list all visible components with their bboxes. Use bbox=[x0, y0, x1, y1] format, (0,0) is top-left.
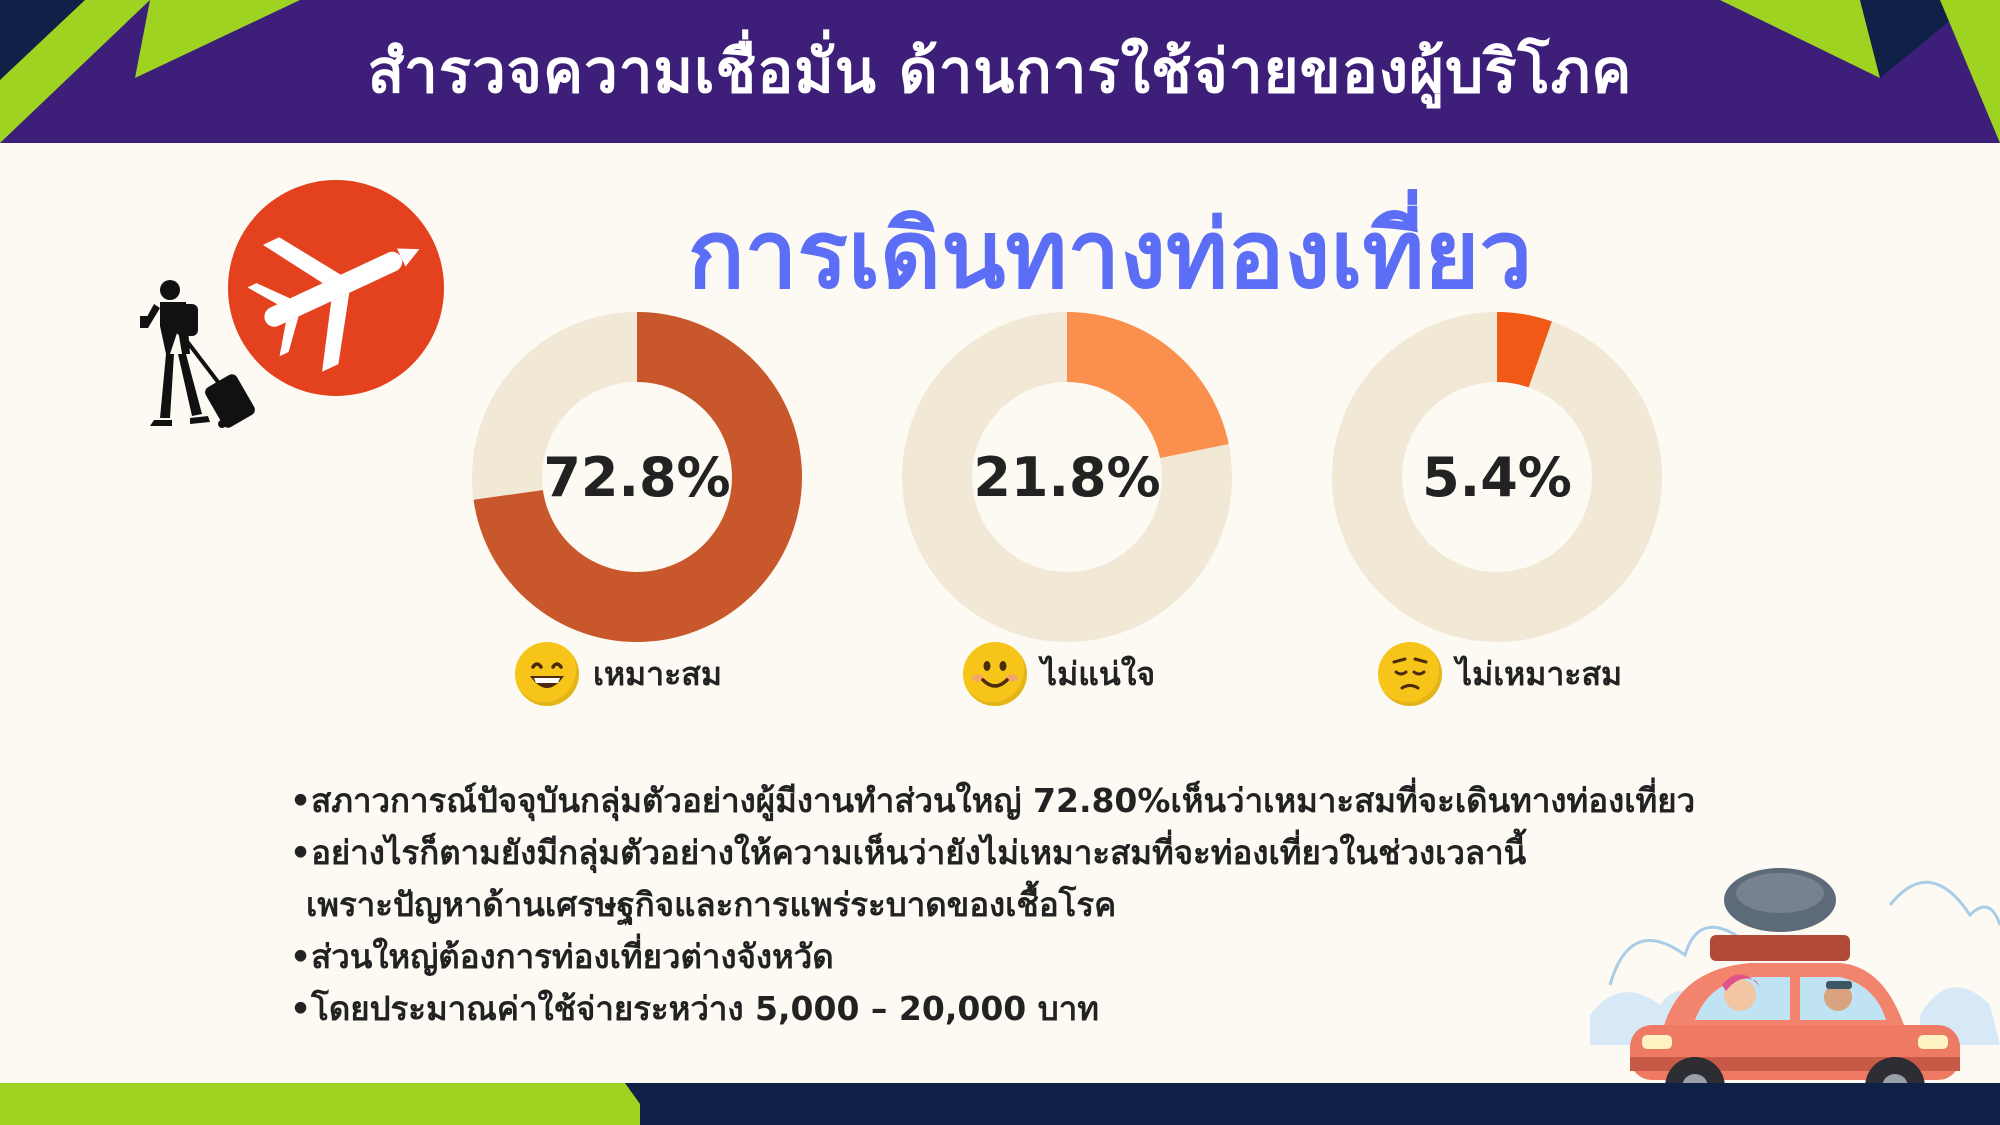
donut-value-label: 5.4% bbox=[1422, 445, 1572, 509]
legend-label: เหมาะสม bbox=[593, 654, 722, 693]
donut-slice-1 bbox=[1065, 312, 1229, 460]
donut-chart: 72.8% bbox=[472, 312, 802, 642]
donut-slice-0 bbox=[473, 312, 802, 642]
header-decor bbox=[0, 0, 2000, 143]
page-title: สำรวจความเชื่อมั่น ด้านการใช้จ่ายของผู้บ… bbox=[367, 37, 1633, 107]
donut-svg-suitable bbox=[472, 312, 802, 642]
donut-chart: 5.4% bbox=[1332, 312, 1662, 642]
smiling-face-icon bbox=[963, 642, 1027, 706]
donut-value-label: 21.8% bbox=[973, 445, 1161, 509]
car-illustration bbox=[1590, 868, 2000, 1117]
airplane-badge bbox=[228, 180, 444, 396]
section-title: การเดินทางท่องเที่ยว bbox=[687, 201, 1533, 310]
legend-label: ไม่เหมาะสม bbox=[1456, 654, 1623, 693]
footer-accent bbox=[0, 1083, 640, 1125]
bullet-item: •โดยประมาณค่าใช้จ่ายระหว่าง 5,000 – 20,0… bbox=[290, 989, 1099, 1028]
bullet-item: •อย่างไรก็ตามยังมีกลุ่มตัวอย่างให้ความเห… bbox=[290, 833, 1527, 872]
donut-svg-unsuitable bbox=[1332, 312, 1662, 642]
pensive-face-icon bbox=[1378, 642, 1442, 706]
airplane-icon bbox=[247, 237, 420, 372]
grinning-face-icon bbox=[515, 642, 579, 706]
legend-label: ไม่แน่ใจ bbox=[1041, 654, 1156, 693]
traveler-icon bbox=[140, 280, 255, 428]
donut-chart: 21.8% bbox=[902, 312, 1232, 642]
donut-value-label: 72.8% bbox=[543, 445, 731, 509]
bullet-item: •สภาวการณ์ปัจจุบันกลุ่มตัวอย่างผู้มีงานท… bbox=[290, 781, 1696, 820]
summary-bullets: •สภาวการณ์ปัจจุบันกลุ่มตัวอย่างผู้มีงานท… bbox=[290, 775, 1850, 1035]
bullet-item: •ส่วนใหญ่ต้องการท่องเที่ยวต่างจังหวัด bbox=[290, 937, 834, 976]
legend-suitable: เหมาะสม bbox=[515, 639, 722, 709]
donut-svg-unsure bbox=[902, 312, 1232, 642]
legend-unsure: ไม่แน่ใจ bbox=[963, 639, 1155, 709]
header-banner: สำรวจความเชื่อมั่น ด้านการใช้จ่ายของผู้บ… bbox=[0, 0, 2000, 143]
bullet-item-continuation: เพราะปัญหาด้านเศรษฐกิจและการแพร่ระบาดของ… bbox=[306, 885, 1117, 924]
legend-unsuitable: ไม่เหมาะสม bbox=[1378, 639, 1622, 709]
donut-slice-2 bbox=[1495, 312, 1552, 388]
